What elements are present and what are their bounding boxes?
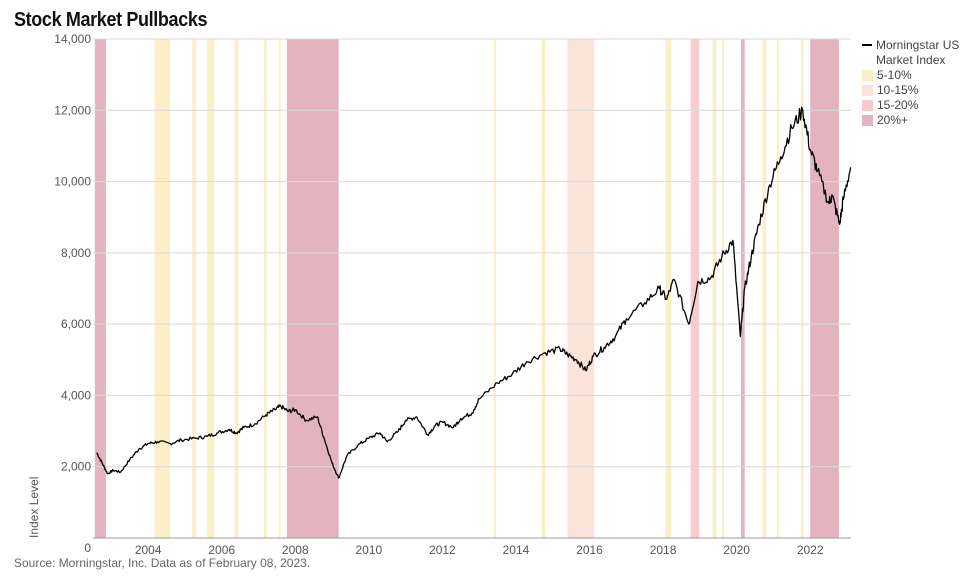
pullback-band [567, 39, 594, 538]
legend-swatch-20-plus [862, 115, 873, 126]
x-tick-label: 2014 [503, 543, 530, 557]
legend: Morningstar US Market Index 5-10% 10-15%… [862, 38, 965, 128]
y-axis-ticks: 2,000 4,000 6,000 8,000 10,000 12,000 14,000 [54, 32, 91, 474]
legend-item-20-plus: 20%+ [862, 113, 965, 128]
pullback-band [690, 39, 700, 538]
legend-label: 10-15% [877, 83, 919, 97]
x-tick-label: 2010 [355, 543, 382, 557]
pullback-band [762, 39, 767, 538]
pullback-band [207, 39, 215, 538]
legend-label: 5-10% [877, 68, 912, 82]
y-tick-label: 8,000 [61, 246, 91, 260]
y-tick-label: 6,000 [61, 317, 91, 331]
legend-swatch-line [862, 44, 872, 46]
y-tick-label: 10,000 [54, 175, 91, 189]
source-note: Source: Morningstar, Inc. Data as of Feb… [14, 556, 311, 570]
x-tick-label: 2022 [797, 543, 824, 557]
pullback-band [712, 39, 717, 538]
legend-label: 15-20% [877, 98, 919, 112]
pullback-band [493, 39, 496, 538]
x-tick-label: 2016 [576, 543, 603, 557]
y-axis-label: Index Level [27, 477, 41, 538]
x-axis-ticks: 2004 2006 2008 2010 2012 2014 2016 2018 2020 2022… [84, 541, 824, 557]
pullback-band [665, 39, 672, 538]
pullback-band [286, 39, 339, 538]
x-tick-label: 2008 [282, 543, 309, 557]
pullback-band [777, 39, 780, 538]
pullback-band [278, 39, 281, 538]
pullback-band [234, 39, 239, 538]
pullback-band [810, 39, 839, 538]
x-tick-label: 2004 [135, 543, 162, 557]
legend-item-10-15: 10-15% [862, 83, 965, 98]
pullback-band [264, 39, 267, 538]
series-line-morningstar-us-market-index [96, 106, 852, 479]
pullback-band [721, 39, 724, 538]
pullback-band [94, 39, 106, 538]
pullback-band [192, 39, 196, 538]
x-tick-label: 2006 [208, 543, 235, 557]
legend-item-index: Morningstar US Market Index [862, 38, 965, 68]
legend-swatch-10-15 [862, 85, 873, 96]
y-tick-label: 2,000 [61, 460, 91, 474]
origin-tick-label: 0 [84, 541, 91, 555]
y-tick-label: 4,000 [61, 388, 91, 402]
legend-item-15-20: 15-20% [862, 98, 965, 113]
pullback-bands [94, 39, 839, 538]
y-tick-label: 14,000 [54, 32, 91, 46]
chart-title: Stock Market Pullbacks [14, 9, 208, 31]
y-tick-label: 12,000 [54, 103, 91, 117]
gridlines [93, 38, 851, 539]
pullback-band [541, 39, 546, 538]
legend-swatch-15-20 [862, 100, 873, 111]
pullback-band [154, 39, 171, 538]
x-tick-label: 2018 [650, 543, 677, 557]
legend-swatch-5-10 [862, 70, 873, 81]
pullback-band [741, 39, 745, 538]
legend-label: Morningstar US Market Index [876, 38, 960, 67]
legend-label: 20%+ [877, 113, 909, 127]
pullback-band [800, 39, 804, 538]
legend-item-5-10: 5-10% [862, 68, 965, 83]
x-tick-label: 2020 [723, 543, 750, 557]
x-tick-label: 2012 [429, 543, 456, 557]
